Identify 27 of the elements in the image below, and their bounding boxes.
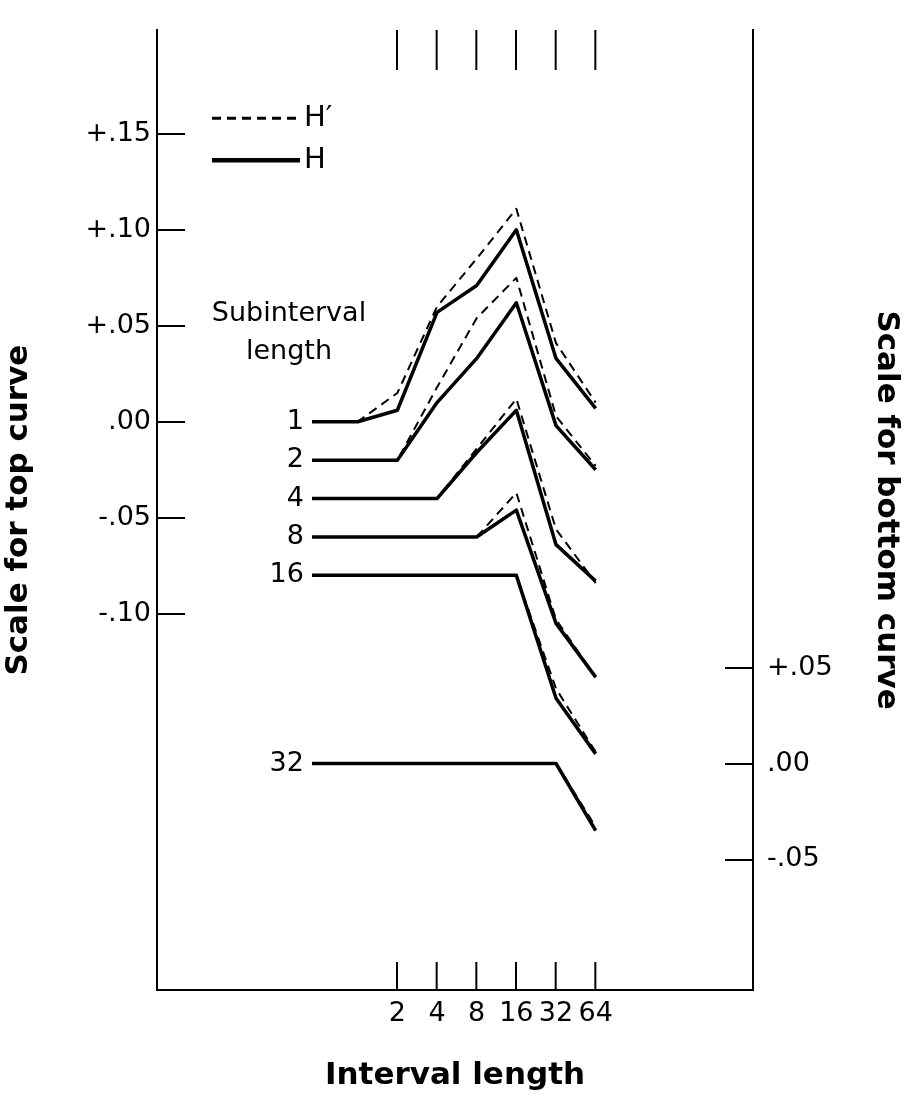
y-tick-label: -.10 — [98, 595, 151, 627]
annotation: Subinterval length — [211, 295, 367, 365]
y-tick-label: .00 — [108, 403, 151, 435]
y-tick-label: -.05 — [98, 499, 151, 531]
annotation: 4 — [286, 480, 304, 512]
x-axis-title: Interval length — [324, 1055, 586, 1092]
y-axis-title: Scale for top curve — [0, 344, 34, 676]
annotation: 1 — [286, 403, 304, 435]
x-tick-label: 8 — [468, 996, 486, 1028]
y2-tick-label: .00 — [767, 745, 810, 777]
x-tick-label: 16 — [499, 996, 534, 1028]
y2-axis-title: Scale for bottom curve — [871, 310, 905, 710]
y-tick-label: +.15 — [85, 115, 151, 147]
annotation: 8 — [286, 518, 304, 550]
legend-label: H′ — [304, 98, 333, 133]
annotation: 32 — [269, 745, 304, 777]
y-tick-label: +.05 — [85, 307, 151, 339]
x-tick-label: 64 — [578, 996, 613, 1028]
annotation: 16 — [269, 557, 304, 589]
y2-tick-label: -.05 — [767, 841, 820, 873]
annotation: 2 — [286, 442, 304, 474]
x-tick-label: 2 — [388, 996, 406, 1028]
x-tick-label: 4 — [428, 996, 446, 1028]
y2-tick-label: +.05 — [767, 649, 833, 681]
x-tick-label: 32 — [538, 996, 574, 1028]
y-tick-label: +.10 — [85, 211, 151, 243]
legend-label: H — [304, 140, 326, 175]
